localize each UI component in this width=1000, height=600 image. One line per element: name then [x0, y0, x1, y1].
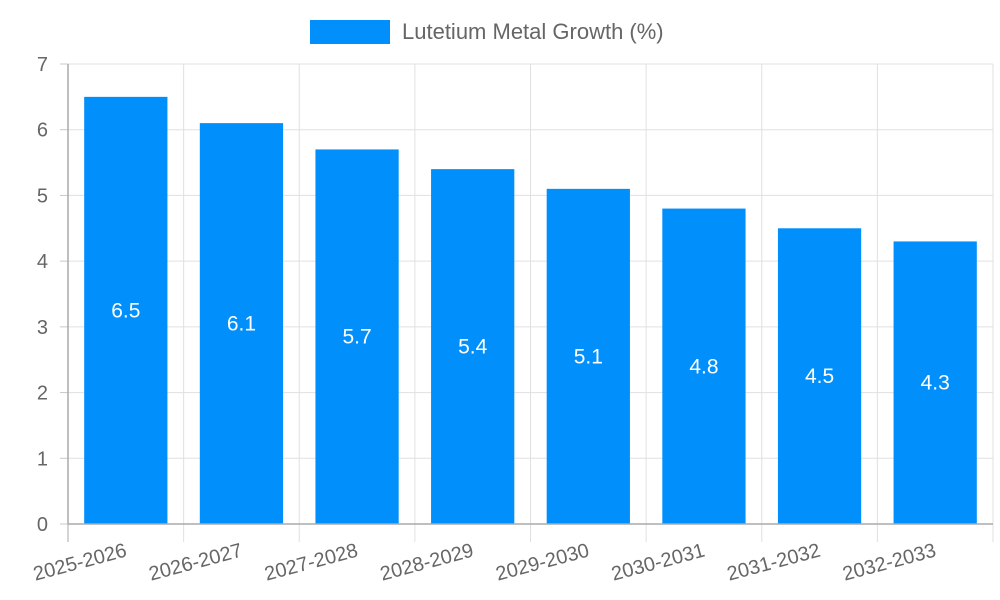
y-tick-label: 3 [37, 317, 48, 339]
bar[interactable] [662, 208, 746, 525]
legend-swatch[interactable] [310, 20, 390, 44]
y-tick-label: 1 [37, 448, 48, 470]
bar-value-label: 4.3 [921, 372, 950, 395]
bar[interactable] [84, 96, 168, 524]
bar[interactable] [315, 149, 399, 524]
x-tick-label: 2032-2033 [840, 540, 938, 586]
bar[interactable] [893, 241, 977, 524]
bar[interactable] [777, 228, 862, 525]
y-tick-label: 4 [37, 251, 48, 273]
x-tick-label: 2029-2030 [494, 540, 592, 586]
bar-value-label: 5.7 [342, 326, 371, 349]
y-tick-label: 7 [37, 54, 48, 76]
x-tick-label: 2027-2028 [262, 540, 360, 586]
bar[interactable] [199, 123, 284, 525]
bar-value-label: 6.1 [227, 313, 256, 336]
x-tick-label: 2030-2031 [609, 540, 707, 586]
bar-value-label: 4.8 [689, 355, 718, 378]
x-tick-label: 2025-2026 [31, 540, 129, 586]
bar-value-label: 6.5 [111, 299, 140, 322]
y-tick-label: 6 [37, 120, 48, 142]
bar-value-label: 5.1 [574, 345, 603, 368]
bar[interactable] [431, 169, 515, 524]
x-tick-label: 2031-2032 [725, 540, 823, 586]
x-tick-label: 2028-2029 [378, 540, 476, 586]
y-tick-label: 0 [37, 514, 48, 536]
bar-value-label: 4.5 [805, 365, 834, 388]
x-tick-label: 2026-2027 [147, 540, 245, 586]
legend-label[interactable]: Lutetium Metal Growth (%) [402, 19, 664, 44]
y-tick-label: 5 [37, 185, 48, 207]
y-tick-label: 2 [37, 383, 48, 405]
bar[interactable] [546, 188, 630, 524]
bar-value-label: 5.4 [458, 336, 488, 359]
